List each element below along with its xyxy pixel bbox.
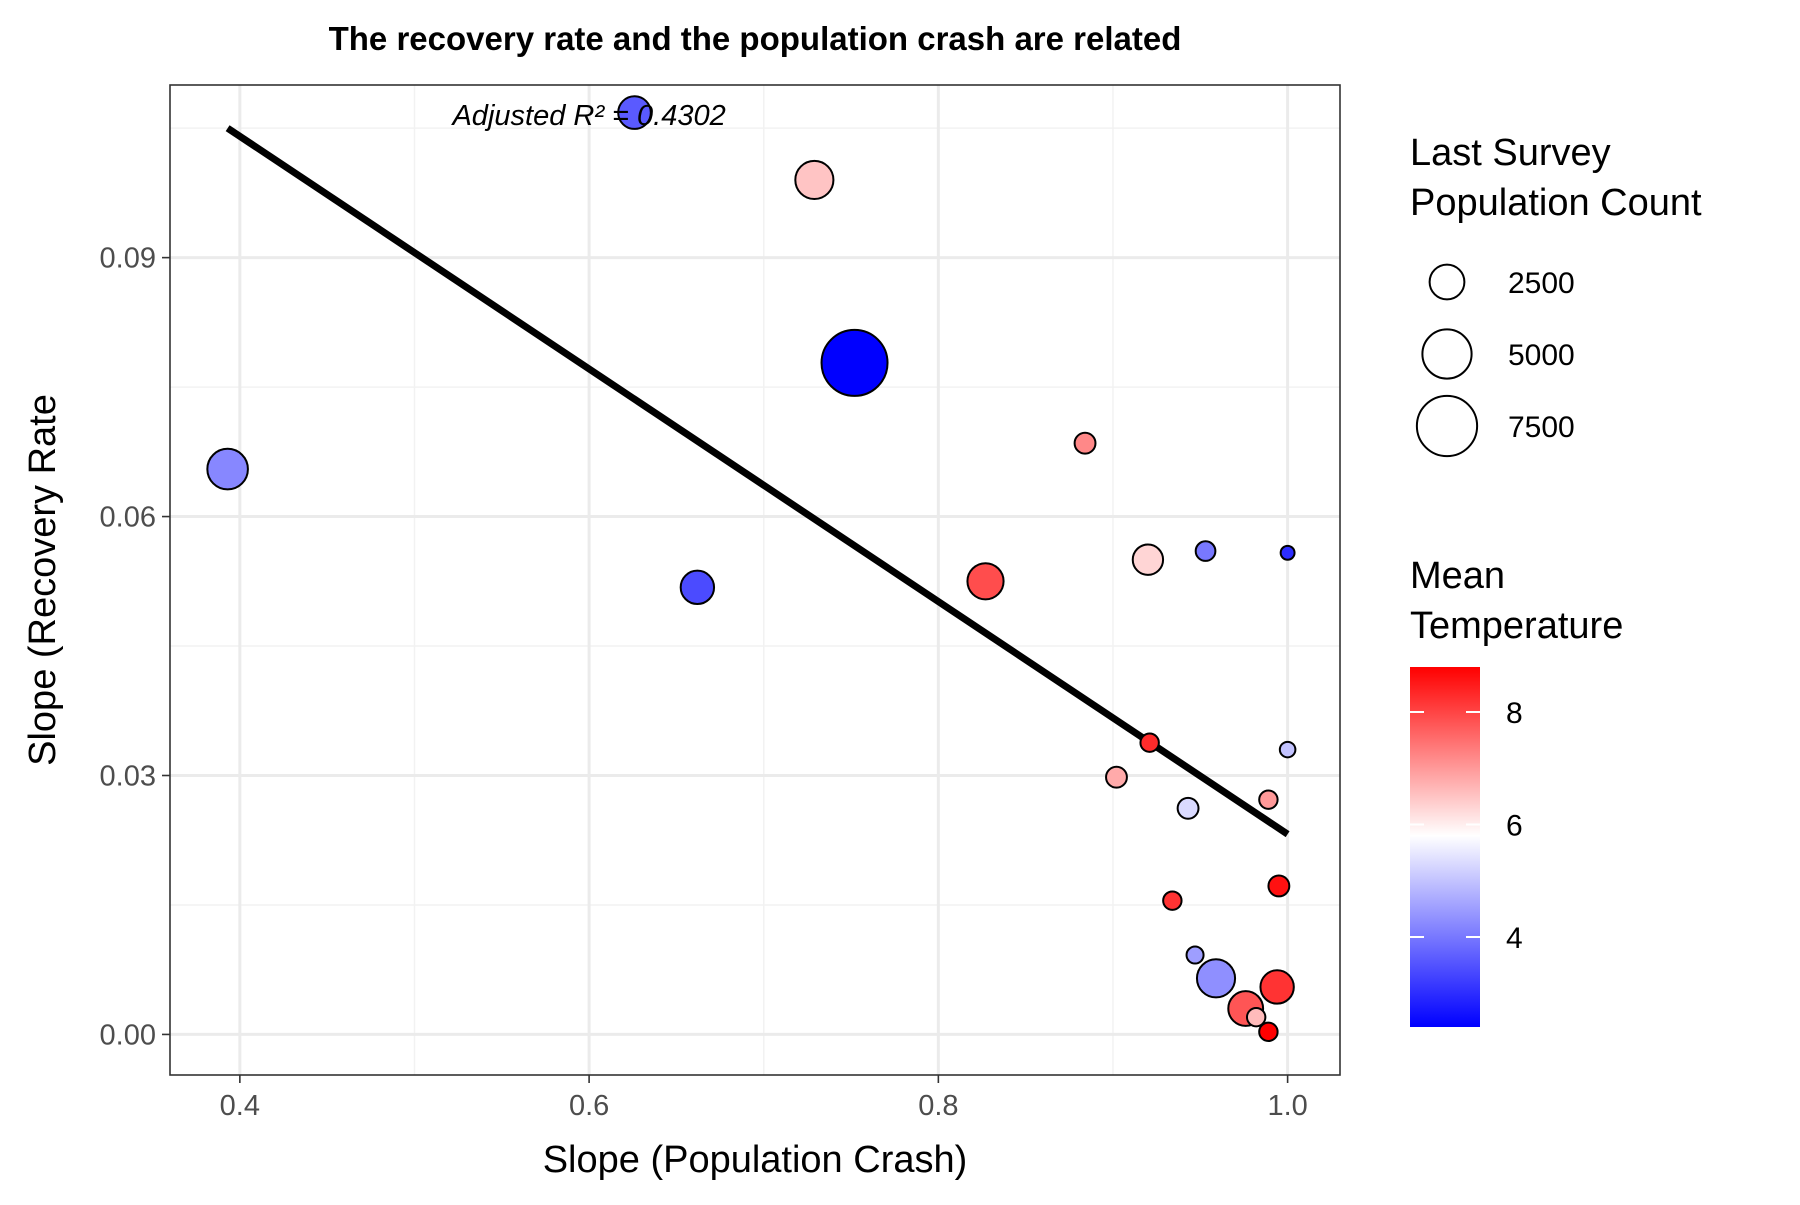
data-point xyxy=(1162,890,1183,911)
grid-lines xyxy=(170,85,1340,1075)
data-point xyxy=(1131,543,1165,576)
x-axis-ticks: 0.4 0.6 0.8 1.0 xyxy=(220,1075,1308,1122)
x-tick-label: 0.6 xyxy=(569,1090,609,1122)
data-point xyxy=(820,328,889,397)
y-axis-label: Slope (Recovery Rate xyxy=(22,394,64,766)
data-point xyxy=(617,95,652,130)
data-point xyxy=(1279,544,1296,561)
size-legend-title-line-1: Last Survey xyxy=(1410,132,1611,174)
data-point xyxy=(1278,740,1297,759)
plot-panel-border xyxy=(169,84,1341,1076)
y-tick-label: 0.03 xyxy=(100,760,156,792)
color-legend-tick-label: 4 xyxy=(1506,922,1523,955)
data-point xyxy=(1258,789,1279,810)
x-tick-label: 0.4 xyxy=(220,1090,260,1122)
chart-title: The recovery rate and the population cra… xyxy=(329,20,1182,57)
regression-trend-line xyxy=(225,125,1290,838)
size-legend-entries: 2500 5000 7500 xyxy=(1415,263,1575,458)
y-tick-label: 0.09 xyxy=(100,243,156,275)
color-legend: Mean Temperature 4 6 8 xyxy=(1410,555,1623,1027)
size-legend-circle xyxy=(1421,328,1473,380)
data-point xyxy=(206,447,249,491)
adjusted-r2-annotation: Adjusted R² = 0.4302 xyxy=(450,100,725,132)
data-point xyxy=(966,562,1005,601)
size-legend-circle xyxy=(1415,394,1479,458)
data-point xyxy=(1258,1021,1279,1043)
color-legend-title-line-1: Mean xyxy=(1410,555,1505,597)
color-legend-title-line-2: Temperature xyxy=(1410,605,1623,647)
data-point xyxy=(1194,540,1217,562)
color-legend-ticks: 4 6 8 xyxy=(1410,697,1523,955)
data-point xyxy=(1195,958,1237,999)
data-point xyxy=(794,159,835,200)
x-tick-label: 0.8 xyxy=(918,1090,958,1122)
data-points xyxy=(206,95,1297,1043)
trend-line-layer xyxy=(225,125,1290,838)
color-legend-tick-label: 8 xyxy=(1506,697,1523,730)
color-legend-gradient-bar xyxy=(1410,667,1480,1027)
size-legend-title-line-2: Population Count xyxy=(1410,182,1702,224)
data-point xyxy=(1105,765,1128,789)
size-legend-label: 5000 xyxy=(1508,339,1575,372)
y-axis-ticks: 0.00 0.03 0.06 0.09 xyxy=(100,243,170,1051)
size-legend-circle xyxy=(1428,263,1466,301)
data-point xyxy=(1139,732,1160,753)
y-tick-label: 0.06 xyxy=(100,502,156,534)
size-legend: Last Survey Population Count 2500 5000 750… xyxy=(1410,132,1702,458)
data-point xyxy=(1073,431,1097,455)
size-legend-label: 2500 xyxy=(1508,267,1575,300)
data-point xyxy=(679,569,716,606)
data-point xyxy=(1185,945,1205,965)
size-legend-label: 7500 xyxy=(1508,411,1575,444)
x-axis-label: Slope (Population Crash) xyxy=(543,1139,968,1181)
data-point xyxy=(1176,796,1200,820)
color-legend-tick-label: 6 xyxy=(1506,810,1523,843)
data-point xyxy=(1245,1006,1267,1028)
data-point xyxy=(1259,969,1295,1005)
data-point xyxy=(1267,874,1291,898)
y-tick-label: 0.00 xyxy=(100,1019,156,1051)
x-tick-label: 1.0 xyxy=(1267,1090,1307,1122)
